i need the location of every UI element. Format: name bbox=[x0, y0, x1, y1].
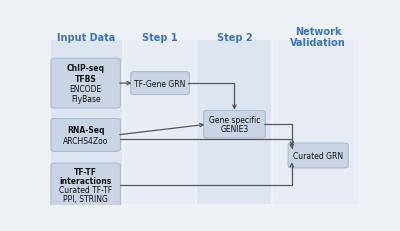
Text: GENIE3: GENIE3 bbox=[220, 125, 248, 134]
FancyBboxPatch shape bbox=[204, 111, 265, 138]
FancyBboxPatch shape bbox=[51, 119, 120, 152]
FancyBboxPatch shape bbox=[51, 59, 120, 109]
Text: TF-Gene GRN: TF-Gene GRN bbox=[134, 79, 186, 88]
Text: Step 1: Step 1 bbox=[142, 33, 178, 43]
Text: interactions: interactions bbox=[60, 176, 112, 185]
Text: ChIP-seq: ChIP-seq bbox=[67, 64, 105, 73]
FancyBboxPatch shape bbox=[124, 41, 195, 204]
FancyBboxPatch shape bbox=[51, 164, 120, 207]
Text: ARCHS4Zoo: ARCHS4Zoo bbox=[63, 137, 108, 146]
FancyBboxPatch shape bbox=[197, 41, 271, 204]
Text: Curated GRN: Curated GRN bbox=[293, 151, 343, 160]
FancyBboxPatch shape bbox=[288, 143, 348, 168]
Text: TF-TF: TF-TF bbox=[74, 168, 97, 176]
Text: FlyBase: FlyBase bbox=[71, 94, 100, 103]
Text: Input Data: Input Data bbox=[56, 33, 115, 43]
Text: RNA-Seq: RNA-Seq bbox=[67, 125, 104, 134]
Text: Gene specific: Gene specific bbox=[209, 116, 260, 125]
Text: ENCODE: ENCODE bbox=[70, 84, 102, 93]
Text: Curated TF-TF: Curated TF-TF bbox=[59, 185, 112, 194]
FancyBboxPatch shape bbox=[131, 72, 189, 95]
Text: TFBS: TFBS bbox=[75, 74, 96, 83]
Text: Step 2: Step 2 bbox=[217, 33, 252, 43]
FancyBboxPatch shape bbox=[272, 41, 359, 204]
Text: PPI, STRING: PPI, STRING bbox=[63, 194, 108, 203]
Text: Network
Validation: Network Validation bbox=[290, 27, 346, 48]
FancyBboxPatch shape bbox=[51, 41, 122, 204]
